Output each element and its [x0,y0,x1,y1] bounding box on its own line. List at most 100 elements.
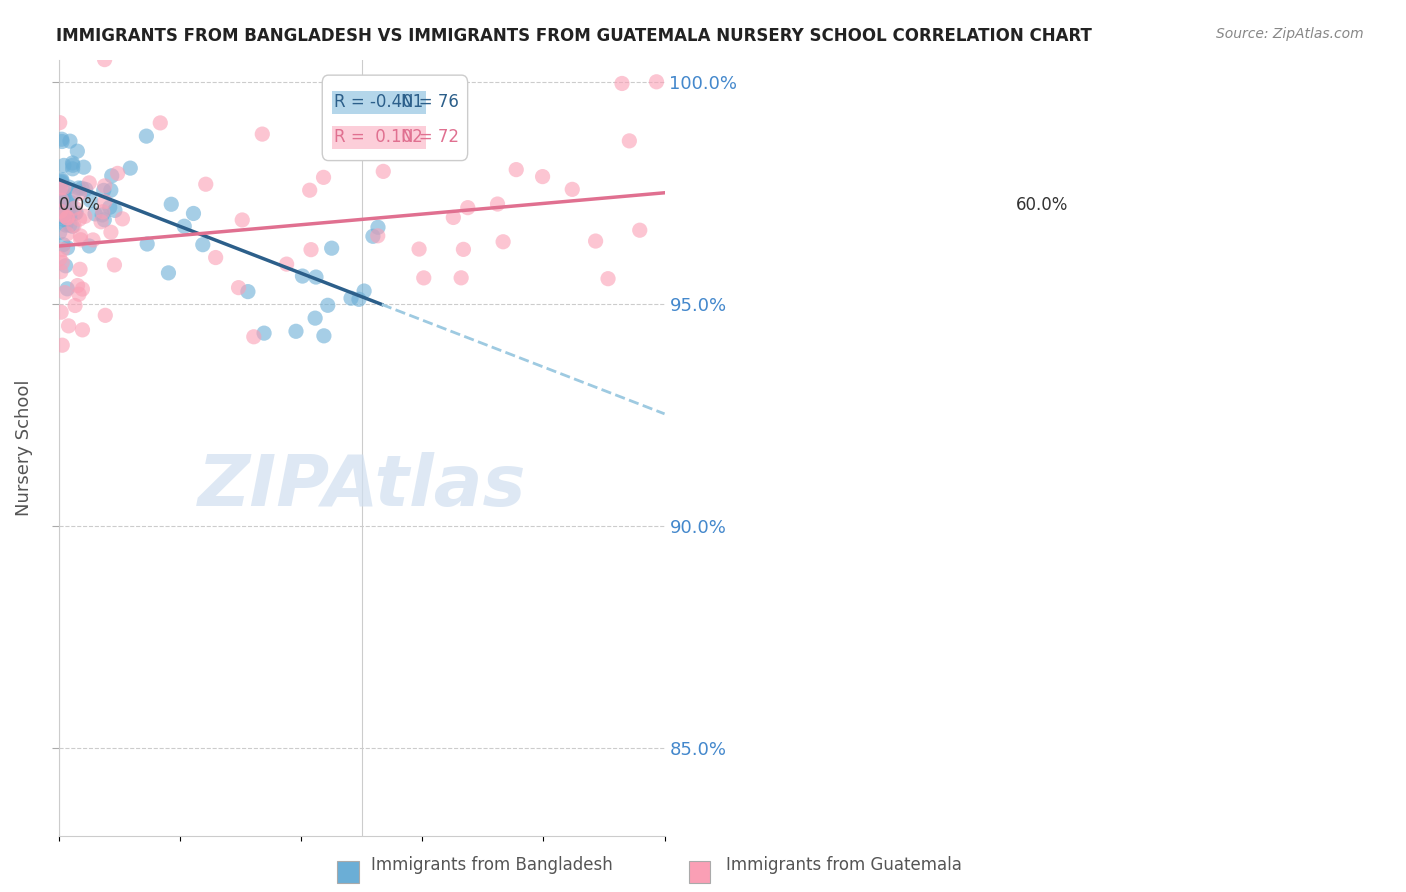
Point [367,228,389,243]
Point [100,225,122,239]
Point [367,220,389,235]
Text: R =  0.102: R = 0.102 [335,128,423,146]
Text: ZIPAtlas: ZIPAtlas [197,452,526,521]
Point [79,194,101,208]
Point [48,186,70,200]
Text: N = 72: N = 72 [401,128,458,146]
Point [63,206,86,220]
Point [619,134,641,148]
Point [645,75,668,89]
Point [585,234,607,248]
Point [77,176,100,190]
Point [228,280,250,294]
Point [561,182,583,196]
Point [49,181,72,195]
Point [52,180,75,194]
Point [49,198,72,212]
Text: 60.0%: 60.0% [1017,195,1069,213]
Point [149,116,172,130]
Point [291,269,314,284]
Point [120,161,142,175]
Point [100,183,122,197]
Point [299,243,322,257]
Point [450,270,472,285]
Point [231,213,253,227]
Point [69,186,91,201]
Point [361,229,384,244]
Point [56,282,79,296]
Point [51,243,73,257]
Text: Immigrants from Guatemala: Immigrants from Guatemala [725,856,962,874]
Point [53,209,76,223]
Point [93,53,115,67]
Point [48,203,70,218]
Point [347,293,370,307]
Point [62,158,84,172]
Point [312,170,335,185]
Point [94,194,117,209]
Point [58,180,80,194]
Point [98,200,121,214]
Point [253,326,276,340]
Point [62,187,84,202]
Point [111,211,134,226]
Point [531,169,554,184]
Point [48,205,70,219]
Point [73,160,96,174]
Point [236,285,259,299]
Point [453,243,475,257]
Point [67,287,90,301]
Point [53,285,76,300]
Point [51,338,73,352]
Point [276,257,298,271]
Point [596,271,619,285]
Point [51,210,73,224]
Point [72,323,94,337]
Point [252,127,274,141]
Point [84,207,107,221]
Point [204,251,226,265]
Point [49,197,72,211]
Point [243,330,266,344]
Point [48,188,70,202]
Point [52,237,75,252]
Point [51,193,73,207]
Point [441,211,464,225]
Point [67,181,90,195]
Point [340,291,363,305]
Point [408,242,430,256]
Text: Immigrants from Bangladesh: Immigrants from Bangladesh [371,856,613,874]
Point [173,219,195,234]
Point [49,305,72,319]
Point [412,271,434,285]
Point [194,178,217,192]
Point [63,219,86,233]
Point [373,164,395,178]
Y-axis label: Nursery School: Nursery School [15,380,32,516]
Point [53,189,76,203]
Point [49,176,72,190]
Point [75,182,97,196]
Point [49,265,72,279]
Point [66,278,89,293]
Point [69,233,91,247]
Point [492,235,515,249]
Point [136,237,159,252]
FancyBboxPatch shape [322,75,468,161]
Point [48,226,70,240]
Point [82,233,104,247]
Point [51,203,73,218]
Point [70,181,93,195]
Point [48,116,70,130]
Point [91,204,114,219]
Point [505,162,527,177]
Text: IMMIGRANTS FROM BANGLADESH VS IMMIGRANTS FROM GUATEMALA NURSERY SCHOOL CORRELATI: IMMIGRANTS FROM BANGLADESH VS IMMIGRANTS… [56,27,1092,45]
Point [51,132,73,146]
Point [52,158,75,172]
Point [298,183,321,197]
Point [48,252,70,266]
Point [55,259,77,273]
Point [610,77,633,91]
Point [73,210,96,224]
Point [91,208,114,222]
